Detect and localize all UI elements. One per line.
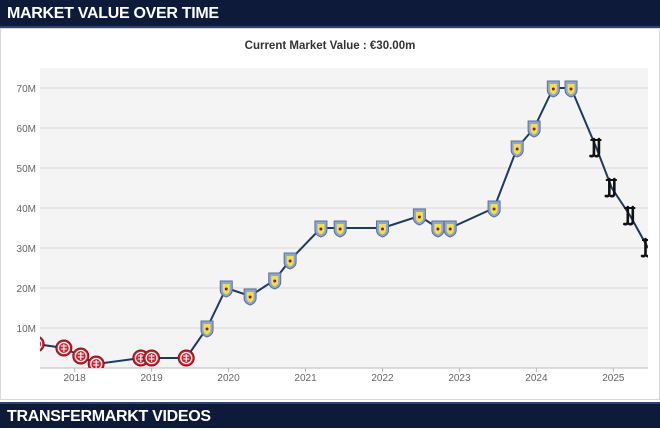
data-point-juventus[interactable]	[640, 237, 653, 258]
plot-background	[40, 68, 648, 368]
y-tick-label: 70M	[17, 84, 36, 95]
y-tick-label: 10M	[17, 324, 36, 335]
x-tick-label: 2024	[525, 373, 548, 384]
y-tick-label: 50M	[17, 164, 36, 175]
y-tick-label: 20M	[17, 284, 36, 295]
data-point-aston-villa[interactable]	[510, 140, 524, 158]
data-point-girona[interactable]	[55, 339, 73, 357]
data-point-juventus[interactable]	[589, 137, 602, 158]
x-tick-label: 2021	[294, 373, 317, 384]
data-point-aston-villa[interactable]	[333, 220, 347, 238]
x-tick-label: 2020	[217, 373, 240, 384]
data-point-aston-villa[interactable]	[431, 220, 445, 238]
data-point-aston-villa[interactable]	[375, 220, 389, 238]
data-point-aston-villa[interactable]	[487, 200, 501, 218]
y-tick-label: 40M	[17, 204, 36, 215]
data-point-girona[interactable]	[143, 349, 161, 367]
data-point-aston-villa[interactable]	[314, 220, 328, 238]
data-point-girona[interactable]	[177, 349, 195, 367]
y-tick-label: 30M	[17, 244, 36, 255]
data-point-aston-villa[interactable]	[564, 80, 578, 98]
videos-section-title: TRANSFERMARKT VIDEOS	[7, 408, 211, 425]
x-tick-label: 2023	[448, 373, 471, 384]
data-point-aston-villa[interactable]	[546, 80, 560, 98]
data-point-aston-villa[interactable]	[219, 280, 233, 298]
x-tick-label: 2018	[64, 373, 87, 384]
y-axis: 10M 20M 30M 40M 50M 60M 70M	[17, 84, 36, 335]
section-title: MARKET VALUE OVER TIME	[7, 5, 219, 22]
data-point-aston-villa[interactable]	[527, 120, 541, 138]
data-point-aston-villa[interactable]	[443, 220, 457, 238]
chart-title: Current Market Value : €30.00m	[244, 40, 416, 52]
grid-lines	[40, 87, 648, 329]
x-tick-label: 2022	[371, 373, 394, 384]
section-header: MARKET VALUE OVER TIME	[0, 0, 660, 28]
data-point-aston-villa[interactable]	[243, 288, 257, 306]
data-point-girona[interactable]	[87, 355, 105, 372]
data-point-juventus[interactable]	[604, 177, 617, 198]
x-axis: 2018 2019 2020 2021 2022 2023 2024 2025	[40, 367, 648, 384]
y-tick-label: 60M	[17, 124, 36, 135]
data-point-girona[interactable]	[28, 336, 45, 352]
data-points	[28, 80, 653, 372]
data-point-aston-villa[interactable]	[412, 208, 426, 226]
videos-section-header: TRANSFERMARKT VIDEOS	[0, 402, 660, 428]
data-point-aston-villa[interactable]	[283, 252, 297, 270]
x-tick-label: 2025	[602, 373, 625, 384]
data-point-girona[interactable]	[72, 347, 90, 365]
x-tick-label: 2019	[140, 373, 163, 384]
data-point-aston-villa[interactable]	[268, 272, 282, 290]
data-point-juventus[interactable]	[622, 205, 636, 226]
data-point-aston-villa[interactable]	[200, 320, 214, 338]
